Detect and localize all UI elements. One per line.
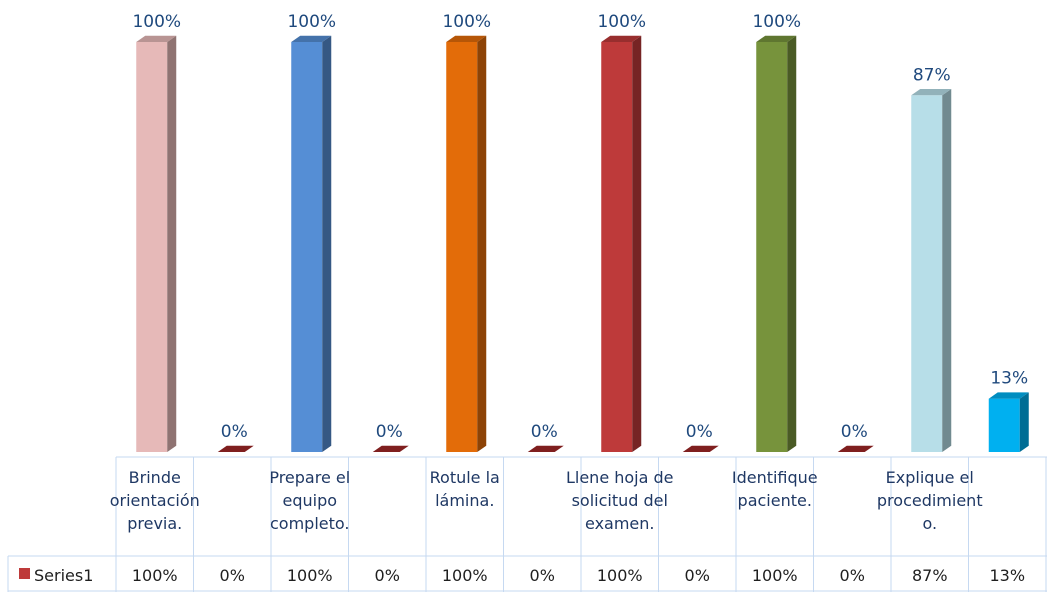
table-cell-11: 87% [912,566,948,585]
bar-11 [911,89,952,453]
table-cell-2: 0% [220,566,245,585]
category-label-3-line-2: equipo [282,491,337,510]
data-label-2: 0% [221,422,248,442]
category-label-7-line-1: Llene hoja de [566,468,674,487]
category-label-1-line-3: previa. [127,514,182,533]
bars-group [136,35,1029,453]
category-label-7-line-2: solicitud del [572,491,668,510]
table-cell-10: 0% [840,566,865,585]
bar-10 [837,445,874,452]
table-cell-4: 0% [375,566,400,585]
data-labels-group: 100% 0% 100% 0% 100% 0% 100% 0% 100% 0% 87% 13% [132,12,1028,442]
legend-series-name: Series1 [34,566,93,585]
category-label-3-line-1: Prepare el [269,468,350,487]
legend-swatch [19,568,30,579]
category-label-11-line-2: procedimient [877,491,983,510]
bar-4 [372,445,409,452]
bar-12 [988,392,1029,452]
data-label-10: 0% [841,422,868,442]
bar-8 [682,445,719,452]
data-label-4: 0% [376,422,403,442]
data-label-5: 100% [442,12,491,32]
table-cell-8: 0% [685,566,710,585]
table-cell-12: 13% [989,566,1025,585]
bar-5 [446,35,487,452]
table-cell-7: 100% [597,566,643,585]
category-label-11-line-3: o. [922,514,937,533]
category-label-5-line-2: lámina. [435,491,494,510]
table-cell-9: 100% [752,566,798,585]
bar-7 [601,35,642,452]
category-label-11-line-1: Explique el [886,468,974,487]
bar-9 [756,35,797,452]
data-label-11: 87% [913,65,951,85]
table-cell-5: 100% [442,566,488,585]
data-table: Brinde orientación previa. Prepare el equipo… [7,456,1047,592]
category-label-1-line-1: Brinde [129,468,181,487]
category-label-1-line-2: orientación [110,491,200,510]
data-label-9: 100% [752,12,801,32]
category-label-7-line-3: examen. [585,514,655,533]
bar-1 [136,35,177,452]
bar-6 [527,445,564,452]
data-label-7: 100% [597,12,646,32]
data-label-12: 13% [990,369,1028,389]
table-cell-3: 100% [287,566,333,585]
bar-3 [291,35,332,452]
data-label-8: 0% [686,422,713,442]
data-label-1: 100% [132,12,181,32]
bar-2 [217,445,254,452]
table-cell-1: 100% [132,566,178,585]
data-label-3: 100% [287,12,336,32]
category-label-9-line-1: Identifique [732,468,818,487]
category-label-9-line-2: paciente. [738,491,812,510]
category-label-3-line-3: completo. [270,514,349,533]
data-label-6: 0% [531,422,558,442]
table-cell-6: 0% [530,566,555,585]
category-label-5-line-1: Rotule la [430,468,500,487]
